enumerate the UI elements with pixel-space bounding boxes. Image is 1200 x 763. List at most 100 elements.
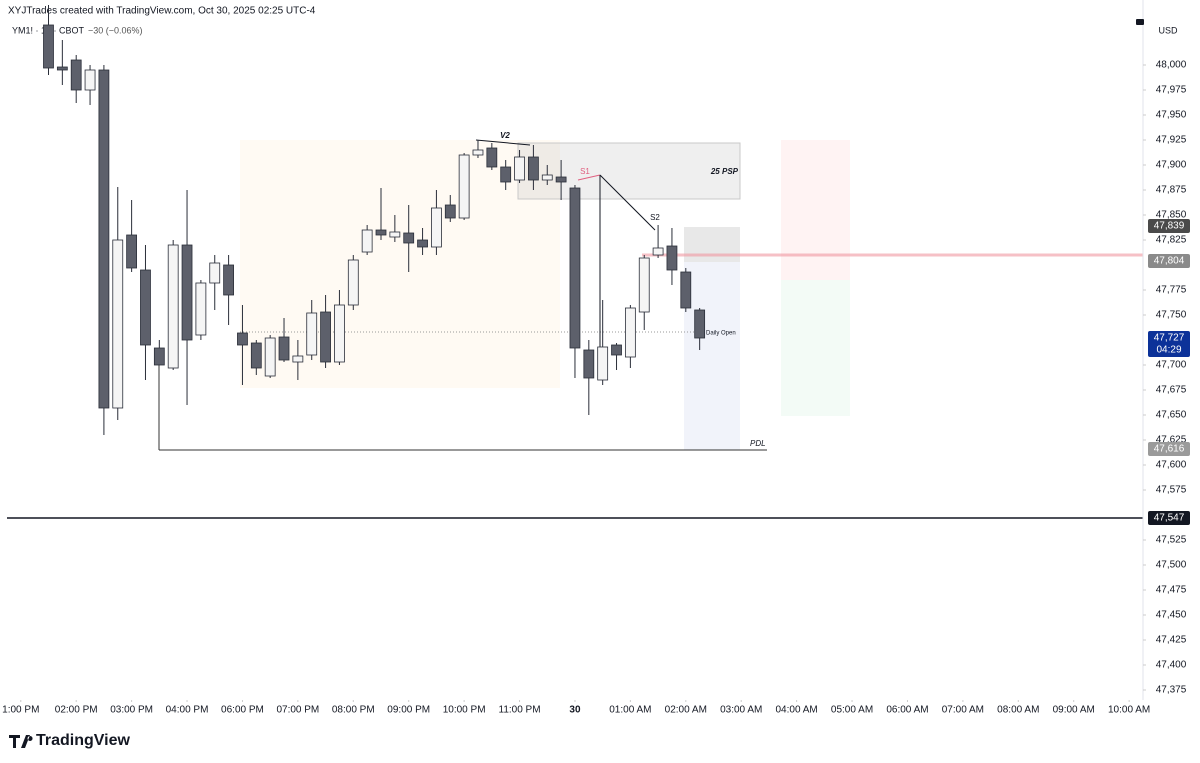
x-tick-label: 08:00 AM (997, 705, 1039, 716)
stop-zone (684, 227, 740, 262)
x-tick-label: 1:00 PM (2, 705, 39, 716)
x-tick-label: 10:00 AM (1108, 705, 1150, 716)
candle-body (514, 156, 525, 181)
price-tag-label: 47,804 (1154, 256, 1185, 267)
annotation: V2 (500, 131, 510, 140)
y-tick-label: 48,000 (1156, 60, 1187, 71)
y-tick-label: 47,975 (1156, 85, 1187, 96)
y-tick-label: 47,425 (1156, 635, 1187, 646)
x-tick-label: 06:00 PM (221, 705, 264, 716)
y-tick-label: 47,375 (1156, 685, 1187, 696)
candle-body (694, 309, 706, 339)
y-tick-label: 47,750 (1156, 310, 1187, 321)
candle-body (195, 282, 207, 336)
currency: USD (1158, 25, 1178, 35)
candle-body (389, 231, 401, 238)
annotation: PDL (750, 439, 766, 448)
price-tag (1148, 219, 1190, 233)
candle-body (583, 349, 595, 379)
candle-body (334, 304, 345, 363)
x-tick-label: 09:00 PM (387, 705, 430, 716)
brand: TradingView (36, 732, 131, 749)
candle-body (209, 262, 221, 284)
y-tick-label: 47,950 (1156, 110, 1187, 121)
candle-body (223, 264, 234, 296)
y-tick-label: 47,875 (1156, 185, 1187, 196)
y-tick-label: 47,650 (1156, 410, 1187, 421)
x-tick-label: 30 (569, 705, 581, 716)
annotation: 25 PSP (710, 167, 739, 176)
y-tick-label: 47,500 (1156, 560, 1187, 571)
x-tick-label: 07:00 AM (942, 705, 984, 716)
candle-body (264, 337, 276, 377)
candle-body (126, 234, 138, 269)
y-tick-label: 47,675 (1156, 385, 1187, 396)
y-tick-label: 47,600 (1156, 460, 1187, 471)
y-tick-label: 47,900 (1156, 160, 1187, 171)
x-tick-label: 04:00 PM (166, 705, 209, 716)
x-tick-label: 07:00 PM (276, 705, 319, 716)
candle-body (611, 344, 622, 356)
countdown: 04:29 (1156, 345, 1181, 356)
x-tick-label: 06:00 AM (886, 705, 928, 716)
x-tick-label: 11:00 PM (499, 705, 541, 716)
candle-body (541, 174, 553, 181)
candle-body (555, 176, 567, 183)
candle-body (250, 342, 262, 369)
candle-body (181, 244, 193, 341)
x-tick-label: 05:00 AM (831, 705, 873, 716)
candle-body (638, 257, 650, 313)
credit: XYJTrades created with TradingView.com, … (8, 6, 316, 17)
candle-body (597, 346, 609, 381)
target-zone (684, 262, 740, 450)
x-tick-label: 10:00 PM (443, 705, 486, 716)
y-tick-label: 47,850 (1156, 210, 1187, 221)
candle-body (237, 332, 248, 346)
y-tick-label: 47,525 (1156, 535, 1187, 546)
price-tag (1148, 331, 1190, 357)
y-tick-label: 47,925 (1156, 135, 1187, 146)
price-tag-label: 47,727 (1154, 333, 1185, 344)
x-tick-label: 04:00 AM (776, 705, 818, 716)
x-tick-label: 03:00 PM (110, 705, 153, 716)
price-tag (1148, 511, 1190, 525)
x-tick-label: 03:00 AM (720, 705, 762, 716)
y-tick-label: 47,700 (1156, 360, 1187, 371)
candle-body (500, 166, 512, 183)
candle-body (403, 232, 415, 244)
price-tag-label: 47,839 (1154, 221, 1185, 232)
candle-body (98, 69, 110, 409)
candle-body (569, 187, 581, 349)
annotation: S1 (580, 167, 590, 176)
candle-body (347, 259, 359, 306)
y-tick-label: 47,775 (1156, 285, 1187, 296)
x-tick-label: 02:00 PM (55, 705, 98, 716)
candle-body (140, 269, 151, 346)
price-tag-label: 47,616 (1154, 444, 1185, 455)
candle-body (472, 149, 484, 156)
y-tick-label: 47,825 (1156, 235, 1187, 246)
candle-body (417, 239, 428, 248)
price-tag-label: 47,547 (1154, 513, 1185, 524)
y-tick-label: 47,400 (1156, 660, 1187, 671)
y-tick-label: 47,450 (1156, 610, 1187, 621)
candle-body (458, 154, 470, 219)
y-tick-label: 47,475 (1156, 585, 1187, 596)
x-tick-label: 09:00 AM (1053, 705, 1095, 716)
candle-body (361, 229, 373, 253)
smt-line (577, 174, 601, 181)
price-tag (1148, 442, 1190, 456)
candle-body (528, 156, 539, 181)
x-tick-label: 02:00 AM (665, 705, 707, 716)
candle-body (292, 355, 304, 363)
candle-body (167, 244, 179, 369)
candle-body (680, 271, 692, 309)
candle-body (431, 207, 442, 248)
candle-body (486, 147, 498, 168)
annotation: Daily Open (706, 331, 736, 337)
logo-mark (9, 735, 33, 748)
icon[interactable] (1136, 19, 1144, 25)
annotation: S2 (650, 213, 660, 222)
y-tick-label: 47,625 (1156, 435, 1187, 446)
